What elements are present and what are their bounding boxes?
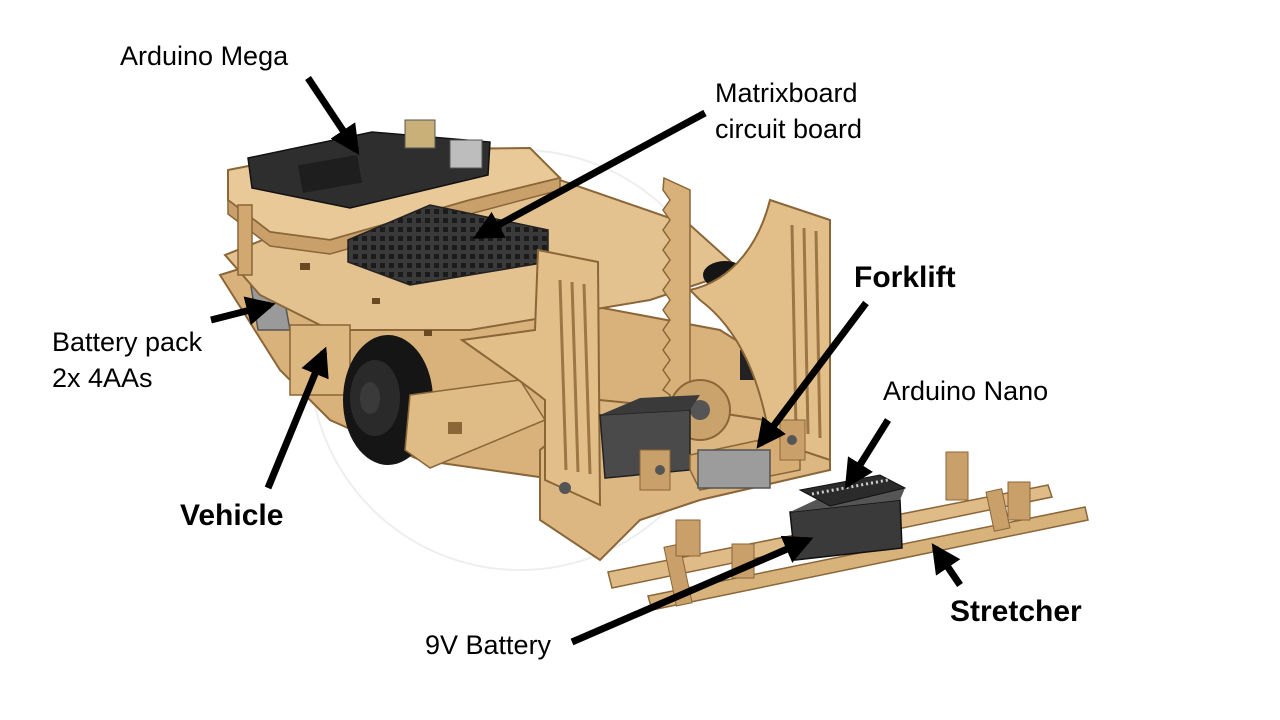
- stretcher-bracket: [945, 451, 969, 501]
- front-wheel-axle: [360, 382, 380, 414]
- leader-arrows: [210, 76, 963, 646]
- upright-slot: [802, 227, 810, 435]
- upright-slot: [582, 283, 592, 475]
- slot: [372, 298, 380, 304]
- forklift-servo-top: [600, 395, 700, 415]
- upright-slot: [570, 281, 580, 473]
- label-vehicle: Vehicle: [180, 499, 284, 532]
- label-battery-pack: Battery pack 2x 4AAs: [52, 327, 203, 394]
- screw: [655, 465, 665, 475]
- stretcher-bracket: [1007, 481, 1031, 521]
- label-arduino-mega: Arduino Mega: [120, 41, 289, 71]
- arrow-vehicle: [264, 346, 329, 490]
- label-forklift: Forklift: [854, 261, 956, 294]
- screw: [559, 482, 571, 494]
- slot: [300, 263, 310, 270]
- label-nine-v-battery: 9V Battery: [425, 630, 552, 660]
- upright-slot: [558, 279, 568, 471]
- fork-gray-block: [697, 449, 771, 489]
- pinion-hub: [690, 400, 710, 420]
- rack-gear: [661, 176, 691, 411]
- arrow-forklift: [756, 300, 869, 449]
- stretcher-assembly: [607, 451, 1089, 611]
- arrow-battery-pack: [210, 296, 276, 326]
- arrow-arduino-mega: [305, 76, 360, 155]
- slot: [448, 422, 462, 434]
- arrow-nine-v-battery: [570, 535, 814, 646]
- arduino-mega-chip: [298, 155, 362, 193]
- stretcher-bracket: [675, 519, 701, 557]
- arrow-arduino-nano: [844, 418, 891, 489]
- label-matrixboard: Matrixboard circuit board: [715, 78, 863, 145]
- label-arduino-nano: Arduino Nano: [883, 376, 1049, 406]
- stretcher-crossbar: [985, 488, 1011, 532]
- screw: [787, 435, 797, 445]
- arduino-mega-jack: [404, 119, 436, 149]
- lower-deck: [404, 379, 547, 469]
- slot: [424, 330, 432, 336]
- support-post: [237, 204, 253, 276]
- arrow-matrixboard: [472, 109, 707, 240]
- arrow-stretcher: [931, 543, 963, 587]
- arduino-mega-usb: [449, 139, 483, 169]
- upright-slot: [814, 230, 822, 439]
- label-stretcher: Stretcher: [950, 595, 1082, 628]
